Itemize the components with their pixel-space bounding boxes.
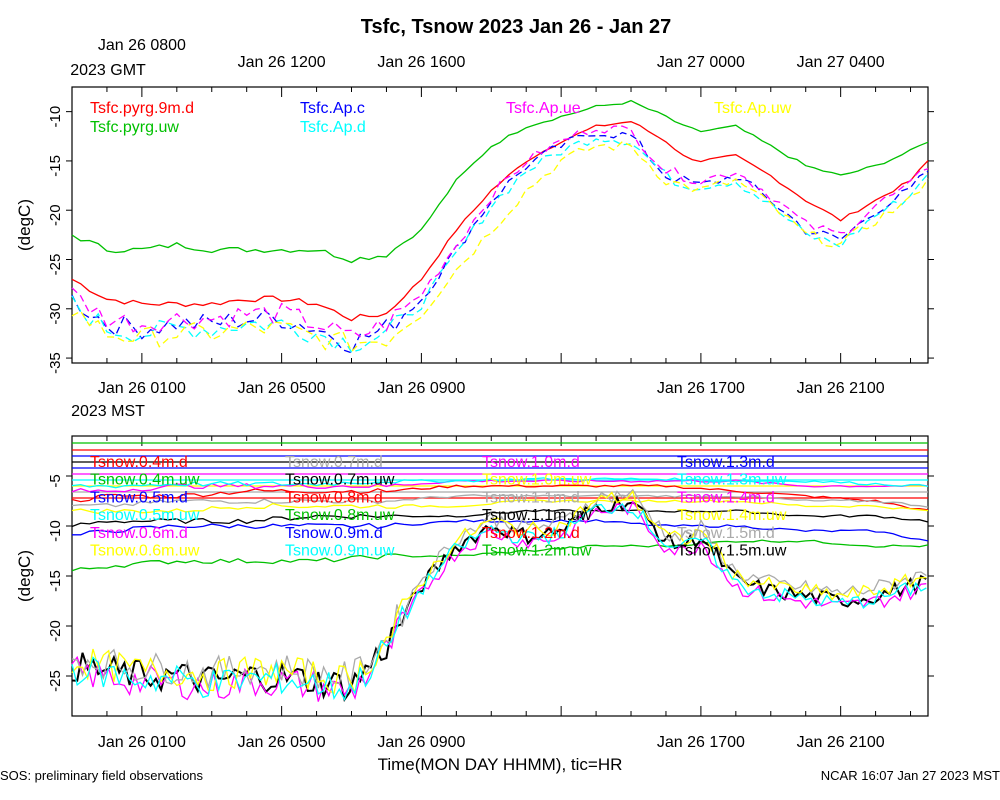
mst-time-label-bottom: Jan 26 0500	[238, 734, 326, 751]
legend-Tsnow.1.4m.uw: Tsnow.1.4m.uw	[677, 507, 787, 524]
tsnow-ytick-label: -5	[47, 474, 64, 487]
legend-Tsnow.1.5m.uw: Tsnow.1.5m.uw	[677, 543, 787, 560]
footer-source-note: SOS: preliminary field observations	[0, 768, 204, 783]
mst-time-label-top: Jan 26 0100	[98, 380, 186, 397]
series-Tsnow.0.5m.uw	[71, 503, 927, 702]
series-Tsfc.pyrg.uw	[71, 99, 929, 264]
legend-Tsnow.0.7m.uw: Tsnow.0.7m.uw	[285, 472, 395, 489]
tsfc-panel: -35 -30 -25 -20 -15 -10 (degC) Jan 26 0800 Jan 2…	[15, 37, 934, 397]
legend-Tsnow.0.9m.d: Tsnow.0.9m.d	[285, 525, 383, 542]
mst-zone-label: 2023 MST	[71, 403, 145, 420]
legend-Tsnow.1.1m.d: Tsnow.1.1m.d	[482, 489, 580, 506]
series-Tsfc.Ap.c	[71, 131, 929, 354]
tsfc-y-axis-label: (degC)	[15, 199, 34, 251]
legend-Tsnow.1.0m.uw: Tsnow.1.0m.uw	[482, 472, 592, 489]
legend-Tsnow.0.5m.uw: Tsnow.0.5m.uw	[90, 507, 200, 524]
gmt-time-label: Jan 26 0800	[98, 37, 186, 54]
series-Tsfc.Ap.ue	[71, 125, 929, 338]
series-Tsnow.0.2m.d	[71, 479, 929, 493]
tsnow-panel: -25 -20 -15 -10 -5 (degC) Jan 26 0100 Jan 26 05…	[15, 435, 934, 751]
legend-Tsnow.1.2m.d: Tsnow.1.2m.d	[482, 525, 580, 542]
legend-Tsnow.1.4m.d: Tsnow.1.4m.d	[677, 489, 775, 506]
tsfc-ytick-label: -35	[47, 352, 64, 374]
tsnow-ytick-label: -15	[47, 570, 64, 592]
mst-time-label-bottom: Jan 26 2100	[797, 734, 885, 751]
x-axis-label: Time(MON DAY HHMM), tic=HR	[378, 755, 623, 774]
mst-time-label-bottom: Jan 26 0900	[377, 734, 465, 751]
series-Tsfc.pyrg.9m.d	[71, 121, 929, 322]
legend-Tsfc.Ap.ue: Tsfc.Ap.ue	[506, 100, 581, 117]
legend-Tsnow.0.8m.d: Tsnow.0.8m.d	[285, 489, 383, 506]
chart-title: Tsfc, Tsnow 2023 Jan 26 - Jan 27	[361, 16, 672, 38]
series-Tsnow.0.8m.uw	[71, 509, 929, 528]
series-Tsfc.Ap.d	[71, 138, 929, 353]
legend-Tsnow.1.2m.uw: Tsnow.1.2m.uw	[482, 543, 592, 560]
mst-time-label-top: Jan 26 0900	[377, 380, 465, 397]
legend-Tsnow.1.3m.d: Tsnow.1.3m.d	[677, 454, 775, 471]
gmt-time-label: Jan 26 1600	[377, 54, 465, 71]
mst-time-label-top: Jan 26 1700	[657, 380, 745, 397]
series-Tsnow.0.5m.d	[71, 500, 927, 702]
series-Tsnow.0.5m.uw	[71, 494, 929, 508]
legend-Tsnow.0.6m.d: Tsnow.0.6m.d	[90, 525, 188, 542]
legend-Tsnow.1.1m.uw: Tsnow.1.1m.uw	[482, 507, 592, 524]
gmt-time-label: Jan 27 0000	[657, 54, 745, 71]
series-Tsfc.Ap.uw	[71, 140, 929, 353]
tsfc-ytick-label: -15	[47, 155, 64, 177]
gmt-zone-label: 2023 GMT	[70, 62, 146, 79]
tsnow-y-axis-label: (degC)	[15, 550, 34, 602]
series-Tsnow.0.1m.d	[71, 477, 929, 489]
legend-Tsnow.1.3m.uw: Tsnow.1.3m.uw	[677, 472, 787, 489]
tsnow-ytick-label: -20	[47, 620, 64, 642]
legend-Tsnow.0.4m.uw: Tsnow.0.4m.uw	[90, 472, 200, 489]
legend-Tsfc.Ap.c: Tsfc.Ap.c	[300, 100, 365, 117]
tsfc-ytick-label: -30	[47, 303, 64, 325]
tsnow-ytick-label: -10	[47, 520, 64, 542]
mst-time-label-top: Jan 26 2100	[797, 380, 885, 397]
gmt-time-label: Jan 27 0400	[797, 54, 885, 71]
mst-time-label-bottom: Jan 26 0100	[98, 734, 186, 751]
tsfc-ytick-label: -10	[47, 106, 64, 128]
legend-Tsnow.0.8m.uw: Tsnow.0.8m.uw	[285, 507, 395, 524]
series-Tsnow.0.6m.d	[71, 488, 927, 690]
tsnow-ytick-label: -25	[47, 670, 64, 692]
gmt-time-label: Jan 26 1200	[238, 54, 326, 71]
legend-Tsfc.pyrg.9m.d: Tsfc.pyrg.9m.d	[90, 100, 194, 117]
series-Tsnow.0.6m.d	[72, 519, 929, 542]
tsfc-frame	[71, 86, 929, 364]
legend-Tsnow.1.0m.d: Tsnow.1.0m.d	[482, 454, 580, 471]
footer-timestamp: NCAR 16:07 Jan 27 2023 MST	[820, 768, 1000, 783]
legend-Tsfc.pyrg.uw: Tsfc.pyrg.uw	[90, 119, 179, 136]
mst-time-label-top: Jan 26 0500	[238, 380, 326, 397]
legend-Tsnow.0.7m.d: Tsnow.0.7m.d	[285, 454, 383, 471]
legend-Tsfc.Ap.uw: Tsfc.Ap.uw	[714, 100, 792, 117]
legend-Tsnow.0.6m.uw: Tsnow.0.6m.uw	[90, 543, 200, 560]
mst-time-label-bottom: Jan 26 1700	[657, 734, 745, 751]
legend-Tsnow.1.5m.d: Tsnow.1.5m.d	[677, 525, 775, 542]
tsfc-ytick-label: -20	[47, 204, 64, 226]
series-Tsnow.0.7m.d	[71, 490, 927, 695]
legend-Tsnow.0.9m.uw: Tsnow.0.9m.uw	[285, 543, 395, 560]
tsfc-ytick-label: -25	[47, 254, 64, 276]
series-Tsnow.0.5m.d	[71, 484, 929, 511]
legend-Tsnow.0.5m.d: Tsnow.0.5m.d	[90, 489, 188, 506]
series-Tsnow.0.4m.uw	[71, 539, 929, 572]
legend-Tsnow.0.4m.d: Tsnow.0.4m.d	[90, 454, 188, 471]
series-Tsnow.0.3m.d	[71, 499, 929, 515]
legend-Tsfc.Ap.d: Tsfc.Ap.d	[300, 119, 366, 136]
